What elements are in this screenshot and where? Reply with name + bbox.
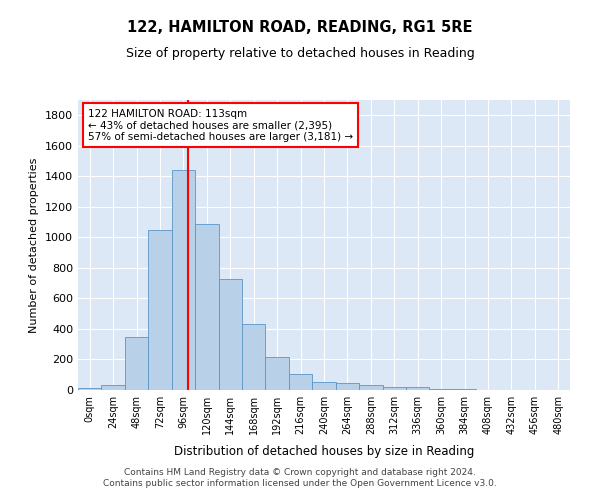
Bar bbox=[148, 230, 172, 390]
Text: Contains HM Land Registry data © Crown copyright and database right 2024.
Contai: Contains HM Land Registry data © Crown c… bbox=[103, 468, 497, 487]
Bar bbox=[289, 374, 312, 390]
Text: 122 HAMILTON ROAD: 113sqm
← 43% of detached houses are smaller (2,395)
57% of se: 122 HAMILTON ROAD: 113sqm ← 43% of detac… bbox=[88, 108, 353, 142]
Bar bbox=[336, 383, 359, 390]
Bar bbox=[78, 388, 101, 390]
Bar bbox=[312, 382, 336, 390]
Bar bbox=[406, 387, 430, 390]
Bar bbox=[195, 224, 218, 390]
X-axis label: Distribution of detached houses by size in Reading: Distribution of detached houses by size … bbox=[174, 445, 474, 458]
Bar bbox=[125, 336, 148, 390]
Bar bbox=[242, 324, 265, 390]
Bar bbox=[218, 278, 242, 390]
Bar bbox=[383, 387, 406, 390]
Bar bbox=[172, 170, 195, 390]
Text: Size of property relative to detached houses in Reading: Size of property relative to detached ho… bbox=[125, 48, 475, 60]
Bar bbox=[359, 386, 383, 390]
Y-axis label: Number of detached properties: Number of detached properties bbox=[29, 158, 40, 332]
Text: 122, HAMILTON ROAD, READING, RG1 5RE: 122, HAMILTON ROAD, READING, RG1 5RE bbox=[127, 20, 473, 35]
Bar bbox=[430, 389, 453, 390]
Bar bbox=[101, 384, 125, 390]
Bar bbox=[265, 357, 289, 390]
Bar bbox=[453, 389, 476, 390]
